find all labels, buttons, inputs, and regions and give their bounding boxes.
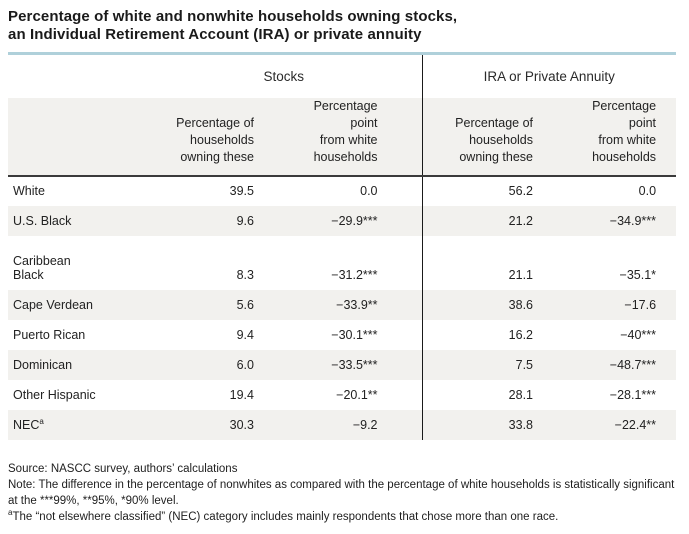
column-header-spacer: [8, 98, 108, 177]
row-label-text: Cape Verdean: [13, 298, 93, 312]
stocks-pct-cell: 39.5: [229, 184, 254, 198]
stocks-diff-cell: −29.9***: [254, 206, 423, 236]
column-header-stocks-diff: Percentage point from white households: [254, 98, 423, 177]
row-label: Puerto Rican: [8, 320, 108, 350]
column-header-ira-pct: Percentage of households owning these: [422, 98, 534, 177]
stocks-diff-cell: −20.1**: [254, 380, 423, 410]
row-label-text: Other Hispanic: [13, 388, 96, 402]
ira-pct-cell: 21.1: [508, 268, 534, 282]
stocks-diff-cell: −33.5***: [254, 350, 423, 380]
stocks-pct-cell: 9.4: [236, 328, 254, 342]
row-label-text: Puerto Rican: [13, 328, 86, 342]
column-header-ira-diff: Percentage point from white households: [533, 98, 677, 177]
table-row-nec: NECa 30.3 −9.2 33.8 −22.4**: [8, 410, 677, 440]
group-header-stocks: Stocks: [108, 55, 423, 98]
ira-diff-cell: −48.7***: [533, 350, 677, 380]
ira-pct-cell: 7.5: [422, 350, 534, 380]
table-row-white: White 39.5 0.0 56.2 0.0: [8, 176, 676, 206]
ira-pct-cell: 28.1: [508, 388, 534, 402]
row-label: Other Hispanic: [8, 380, 108, 410]
stocks-pct-cell: 19.4: [229, 388, 254, 402]
column-header-row: Percentage of households owning these Pe…: [8, 98, 677, 177]
row-label-text: Dominican: [13, 358, 73, 372]
row-label: White: [8, 176, 108, 206]
stocks-diff-cell: −9.2: [254, 410, 423, 440]
ira-diff-cell: −35.1*: [619, 268, 657, 282]
table-row-dominican: Dominican 6.0 −33.5*** 7.5 −48.7***: [8, 350, 677, 380]
ownership-table: Stocks IRA or Private Annuity Percentage…: [8, 55, 677, 440]
stocks-diff-cell: −30.1***: [254, 320, 423, 350]
stocks-diff-cell: 0.0: [254, 176, 423, 206]
table-row-cape-verdean: Cape Verdean 5.6 −33.9** 38.6 −17.6: [8, 290, 677, 320]
stocks-diff-cell: −33.9**: [254, 290, 423, 320]
stocks-pct-cell: 6.0: [108, 350, 254, 380]
ira-pct-cell: 16.2: [508, 328, 534, 342]
row-label: NECa: [8, 410, 108, 440]
group-header-ira: IRA or Private Annuity: [483, 69, 615, 84]
table-row-us-black: U.S. Black 9.6 −29.9*** 21.2 −34.9***: [8, 206, 677, 236]
row-label-sup: a: [39, 416, 44, 426]
table-notes: Source: NASCC survey, authors’ calculati…: [8, 461, 680, 525]
accent-rule: [8, 52, 676, 55]
ira-diff-cell: −40***: [620, 328, 657, 342]
table-row-other-hispanic: Other Hispanic 19.4 −20.1** 28.1 −28.1**…: [8, 380, 676, 410]
row-label-text: U.S. Black: [13, 214, 72, 228]
row-label-text: White: [13, 184, 45, 198]
significance-note: Note: The difference in the percentage o…: [8, 479, 675, 507]
row-label-text: NEC: [13, 418, 40, 432]
stocks-pct-cell: 5.6: [108, 290, 254, 320]
stocks-pct-cell: 30.3: [108, 410, 254, 440]
ira-pct-cell: 33.8: [422, 410, 534, 440]
footnote-text: The “not elsewhere classified” (NEC) cat…: [12, 511, 559, 523]
stocks-pct-cell: 8.3: [236, 268, 254, 282]
source-note: Source: NASCC survey, authors’ calculati…: [8, 463, 238, 475]
ira-diff-cell: −34.9***: [533, 206, 677, 236]
group-header-row: Stocks IRA or Private Annuity: [8, 55, 676, 98]
row-label: U.S. Black: [8, 206, 108, 236]
ira-diff-cell: 0.0: [638, 184, 657, 198]
column-header-stocks-pct: Percentage of households owning these: [108, 98, 254, 177]
row-label: Caribbean Black: [8, 236, 108, 290]
ira-pct-cell: 38.6: [422, 290, 534, 320]
table-row-puerto-rican: Puerto Rican 9.4 −30.1*** 16.2 −40***: [8, 320, 676, 350]
page-title: Percentage of white and nonwhite househo…: [8, 8, 458, 43]
row-label: Dominican: [8, 350, 108, 380]
group-header-spacer: [8, 55, 108, 98]
ira-diff-cell: −22.4**: [533, 410, 677, 440]
row-label-text: Caribbean Black: [13, 254, 71, 282]
ira-diff-cell: −17.6: [533, 290, 677, 320]
row-label: Cape Verdean: [8, 290, 108, 320]
stocks-diff-cell: −31.2***: [254, 236, 423, 290]
ira-pct-cell: 56.2: [508, 184, 534, 198]
table-row-caribbean-black: Caribbean Black 8.3 −31.2*** 21.1 −35.1*: [8, 236, 676, 290]
stocks-pct-cell: 9.6: [108, 206, 254, 236]
footnote-marker: a: [8, 508, 13, 518]
ira-pct-cell: 21.2: [422, 206, 534, 236]
nec-footnote: aThe “not elsewhere classified” (NEC) ca…: [8, 509, 680, 525]
ira-diff-cell: −28.1***: [609, 388, 657, 402]
